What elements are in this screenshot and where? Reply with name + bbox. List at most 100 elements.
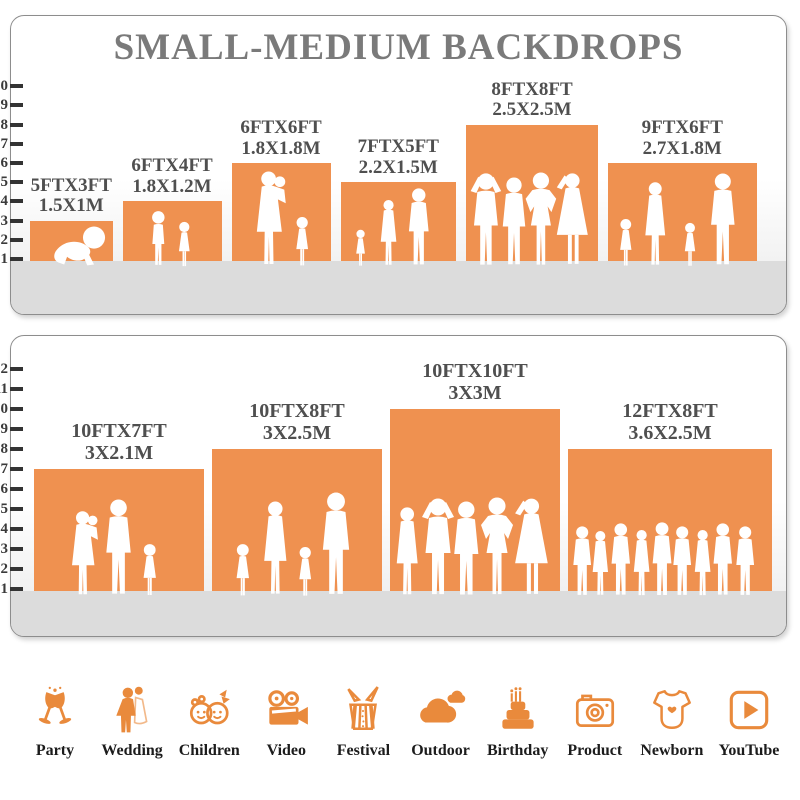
festival-icon xyxy=(338,685,388,735)
backdrop-size-m: 2.2X1.5M xyxy=(358,157,438,179)
category-label: Newborn xyxy=(640,742,704,759)
backdrop-bar xyxy=(231,163,331,261)
ruler-tick-label: 4 xyxy=(0,521,9,537)
person-silhouette-man xyxy=(704,173,742,267)
backdrop-size-label: 6FTX4FT 1.8X1.2M xyxy=(82,155,262,198)
category-label: Festival xyxy=(336,742,391,759)
person-silhouette-girl xyxy=(353,229,368,267)
category-item-children: Children xyxy=(174,685,244,760)
ruler-tick xyxy=(10,237,23,242)
ruler-tick xyxy=(10,180,23,185)
ruler-tick-label: 5 xyxy=(0,174,9,191)
ruler-tick-label: 8 xyxy=(0,116,9,133)
ruler-tick-label: 8 xyxy=(0,441,9,457)
person-silhouette-man xyxy=(99,499,138,597)
ruler-tick-label: 11 xyxy=(0,381,8,397)
backdrop-size-ft: 6FTX4FT xyxy=(131,155,213,177)
backdrop-bar xyxy=(340,182,456,261)
backdrop-size-ft: 12FTX8FT xyxy=(622,400,718,422)
backdrop-bar xyxy=(30,220,113,261)
backdrop-size-m: 3X2.1M xyxy=(84,442,154,464)
backdrop-bar xyxy=(390,409,560,591)
ruler-tick-label: 12 xyxy=(0,361,8,377)
backdrop-size-label: 9FTX6FT 2.7X1.8M xyxy=(592,117,772,160)
backdrop-size-m: 3X2.5M xyxy=(262,422,332,444)
category-item-outdoor: Outdoor xyxy=(406,685,476,760)
ruler-tick xyxy=(10,199,23,204)
ruler-tick-label: 2 xyxy=(0,231,9,248)
ruler-tick xyxy=(10,407,23,411)
ruler-tick xyxy=(10,587,23,591)
ruler-tick xyxy=(10,122,23,127)
person-silhouette-woman xyxy=(638,181,672,267)
ruler-tick xyxy=(10,567,23,571)
party-icon xyxy=(30,685,80,735)
backdrop-panel-medium: 123456789101112 10FTX7FT3X2.1M10FTX8FT3X… xyxy=(0,335,787,637)
backdrop-size-ft: 6FTX6FT xyxy=(240,117,322,138)
category-label: Birthday xyxy=(486,742,549,759)
backdrop-bar xyxy=(608,163,757,261)
backdrop-bar xyxy=(122,201,222,261)
person-silhouette-baby xyxy=(45,225,107,267)
floor-strip xyxy=(11,591,786,636)
person-silhouette-girl xyxy=(139,543,160,597)
person-silhouette-man xyxy=(403,188,435,267)
backdrop-size-label: 10FTX8FT 3X2.5M xyxy=(207,400,387,444)
ruler-tick-label: 6 xyxy=(0,155,9,171)
ruler-tick xyxy=(10,367,23,371)
person-silhouette-man xyxy=(731,526,759,597)
person-silhouette-girl xyxy=(295,546,315,597)
ruler-tick xyxy=(10,447,23,451)
product-icon xyxy=(570,685,620,735)
ruler-tick-label: 7 xyxy=(0,135,9,152)
backdrop-size-ft: 7FTX5FT xyxy=(357,136,439,158)
backdrop-size-m: 2.7X1.8M xyxy=(642,137,722,159)
category-item-youtube: YouTube xyxy=(714,685,784,760)
ruler-tick xyxy=(10,427,23,431)
backdrop-size-label: 6FTX6FT 1.8X1.8M xyxy=(191,117,371,160)
backdrop-size-ft: 10FTX7FT xyxy=(71,420,167,442)
ruler-tick-label: 1 xyxy=(0,581,9,597)
plot-small: 5FTX3FT 1.5X1M 6FTX4FT 1.8X1.2M 6FTX6FT 1.8X1… xyxy=(11,16,786,314)
ruler-tick xyxy=(10,387,23,391)
category-item-party: Party xyxy=(20,685,90,760)
birthday-icon xyxy=(493,685,543,735)
ruler-tick xyxy=(10,547,23,551)
person-silhouette-girl xyxy=(292,216,312,267)
ruler-tick-label: 9 xyxy=(0,97,9,114)
ruler-tick xyxy=(10,103,23,108)
ruler-tick-label: 10 xyxy=(0,401,8,417)
backdrop-size-ft: 9FTX6FT xyxy=(641,117,723,138)
backdrop-size-m: 3X3M xyxy=(448,382,502,404)
ruler-tick xyxy=(10,527,23,531)
category-label: Outdoor xyxy=(411,742,470,759)
backdrop-size-label: 10FTX10FT 3X3M xyxy=(385,360,565,404)
category-item-video: Video xyxy=(251,685,321,760)
category-label: Party xyxy=(35,742,75,759)
backdrop-size-m: 2.5X2.5M xyxy=(492,99,572,121)
backdrop-size-label: 12FTX8FT 3.6X2.5M xyxy=(580,400,760,444)
backdrop-size-ft: 10FTX8FT xyxy=(249,400,345,422)
backdrop-size-ft: 8FTX8FT xyxy=(491,78,573,100)
category-label: Video xyxy=(266,742,307,759)
category-item-newborn: Newborn xyxy=(637,685,707,760)
category-item-festival: Festival xyxy=(328,685,398,760)
outdoor-icon xyxy=(416,685,466,735)
backdrop-bar xyxy=(34,469,204,591)
person-silhouette-man xyxy=(315,492,357,597)
backdrop-panel-small: SMALL-MEDIUM BACKDROPS 1 2 3 4 5 6 7 8 9 10 5FTX3… xyxy=(0,15,787,315)
ruler-tick-label: 5 xyxy=(0,501,9,517)
ruler-tick xyxy=(10,218,23,223)
person-silhouette-womanbaby xyxy=(249,169,294,267)
backdrop-size-label: 10FTX7FT 3X2.1M xyxy=(29,420,209,464)
ruler-tick xyxy=(10,487,23,491)
person-silhouette-girl xyxy=(232,543,254,597)
backdrop-size-m: 3.6X2.5M xyxy=(628,422,712,444)
ruler-tick xyxy=(10,141,23,146)
backdrop-size-label: 5FTX3FT 1.5X1M xyxy=(0,175,161,218)
person-silhouette-womanup xyxy=(551,170,596,267)
ruler-tick-label: 2 xyxy=(0,561,9,577)
children-icon xyxy=(184,685,234,735)
ruler-tick-label: 1 xyxy=(0,251,9,267)
backdrop-size-m: 1.8X1.8M xyxy=(241,137,321,159)
